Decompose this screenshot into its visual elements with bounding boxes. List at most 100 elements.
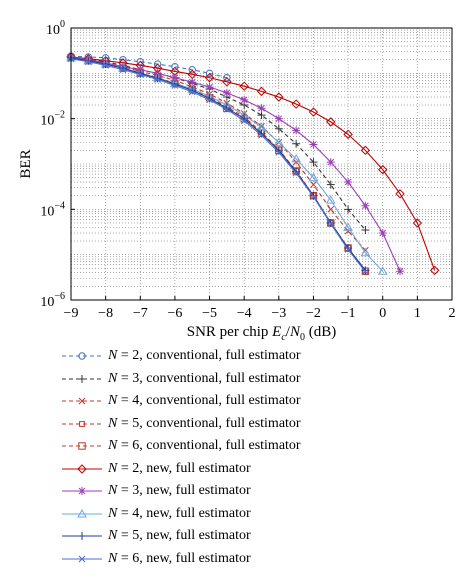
legend-label-variable: N	[108, 415, 118, 431]
legend-label-variable: N	[108, 528, 118, 543]
legend-symbol	[62, 555, 102, 562]
legend-label: N = 5, conventional, full estimator	[108, 416, 301, 432]
grid-lines	[71, 28, 452, 300]
data-point	[257, 104, 266, 113]
legend-symbol	[62, 487, 102, 495]
y-tick-label: 100	[46, 19, 65, 38]
x-tick-label: −9	[64, 306, 79, 321]
legend-label-variable: N	[108, 550, 118, 566]
data-point	[344, 227, 352, 235]
data-point	[154, 76, 161, 83]
legend-entry: N = 3, new, full estimator	[60, 481, 460, 503]
data-point	[292, 139, 301, 148]
series-line	[70, 56, 436, 271]
data-point	[291, 153, 301, 163]
data-point	[256, 86, 267, 97]
data-point	[274, 114, 283, 123]
legend-label: N = 3, conventional, full estimator	[108, 371, 301, 387]
data-point	[258, 131, 265, 139]
series-layer	[66, 52, 440, 276]
data-point	[327, 205, 335, 213]
data-point	[361, 201, 370, 210]
data-point	[377, 266, 388, 275]
legend-label: N = 2, conventional, full estimator	[108, 348, 301, 364]
plot-area-frame	[70, 27, 453, 301]
legend-marker	[77, 463, 87, 474]
x-tick-label: 0	[379, 306, 386, 321]
data-point	[396, 267, 405, 276]
data-point	[205, 82, 214, 91]
legend-entry: N = 5, conventional, full estimator	[60, 414, 460, 436]
legend-label-variable: N	[108, 483, 118, 498]
legend-label-text: = 3, new, full estimator	[117, 483, 251, 498]
data-point	[362, 268, 369, 276]
data-point	[206, 96, 213, 104]
legend-symbol	[62, 352, 102, 360]
legend-label-variable: N	[108, 393, 118, 408]
legend-marker	[78, 487, 86, 495]
ber-chart: −9 −8 −7 −6 −5 −4 −3 −2 −1 0 1 2 100 10−2 10−4 10−6 SN…	[18, 19, 456, 340]
x-tick-label: −7	[133, 306, 148, 321]
data-point	[136, 70, 144, 78]
data-point	[239, 81, 249, 91]
data-point	[275, 149, 283, 156]
x-tick-label: −6	[167, 306, 182, 321]
data-point	[360, 247, 371, 257]
y-tick-label: 10−2	[40, 110, 65, 129]
legend-marker	[78, 532, 86, 540]
legend-entry: N = 4, conventional, full estimator	[60, 391, 460, 413]
data-point	[378, 164, 388, 175]
data-point	[395, 189, 405, 199]
series-3	[67, 53, 369, 254]
legend-label-text: = 4, conventional, full estimator	[117, 393, 301, 408]
data-point	[274, 92, 284, 102]
legend-label-variable: N	[108, 505, 118, 521]
data-point	[170, 73, 179, 82]
data-point	[344, 178, 353, 187]
x-tick-label: −3	[271, 306, 286, 321]
data-point	[327, 220, 335, 228]
legend-label-text: = 3, conventional, full estimator	[117, 370, 301, 386]
x-axis-ticks: −9 −8 −7 −6 −5 −4 −3 −2 −1 0 1 2	[64, 296, 456, 321]
legend-marker	[77, 508, 87, 517]
data-point	[273, 137, 284, 146]
data-point	[240, 95, 249, 104]
data-point	[257, 111, 266, 120]
x-tick-label: 1	[414, 306, 421, 321]
data-point	[223, 74, 231, 82]
data-point	[309, 140, 318, 149]
data-point	[204, 73, 215, 83]
legend-label-text: = 2, conventional, full estimator	[117, 348, 301, 363]
legend-symbol	[62, 420, 102, 427]
data-point	[308, 107, 319, 117]
legend-label-text: = 5, conventional, full estimator	[117, 415, 301, 431]
x-tick-label: −5	[202, 306, 217, 321]
legend-marker	[78, 397, 86, 405]
legend-label-variable: N	[108, 370, 118, 386]
data-point	[274, 124, 283, 133]
legend-marker	[78, 352, 86, 360]
x-tick-label: 2	[449, 306, 456, 321]
data-point	[326, 158, 335, 167]
data-point	[188, 78, 197, 87]
y-tick-label: 10−6	[40, 291, 65, 310]
data-point	[325, 195, 336, 204]
data-point	[240, 117, 248, 125]
legend-entry: N = 3, conventional, full estimator	[60, 369, 460, 391]
legend-label: N = 6, conventional, full estimator	[108, 438, 301, 454]
legend-marker	[79, 420, 85, 427]
data-point	[119, 66, 127, 74]
legend-symbol	[62, 532, 102, 540]
y-axis-label: BER	[18, 149, 34, 178]
data-point	[361, 266, 370, 275]
x-tick-label: −8	[98, 306, 113, 321]
data-point	[309, 158, 318, 167]
data-point	[291, 99, 301, 109]
legend-marker	[78, 555, 86, 562]
data-point	[429, 265, 440, 276]
data-point	[343, 129, 353, 140]
legend-label-text: = 6, new, full estimator	[117, 550, 251, 566]
legend-entry: N = 2, conventional, full estimator	[60, 346, 460, 368]
legend-entry: N = 6, conventional, full estimator	[60, 436, 460, 458]
legend-symbol	[62, 442, 102, 450]
